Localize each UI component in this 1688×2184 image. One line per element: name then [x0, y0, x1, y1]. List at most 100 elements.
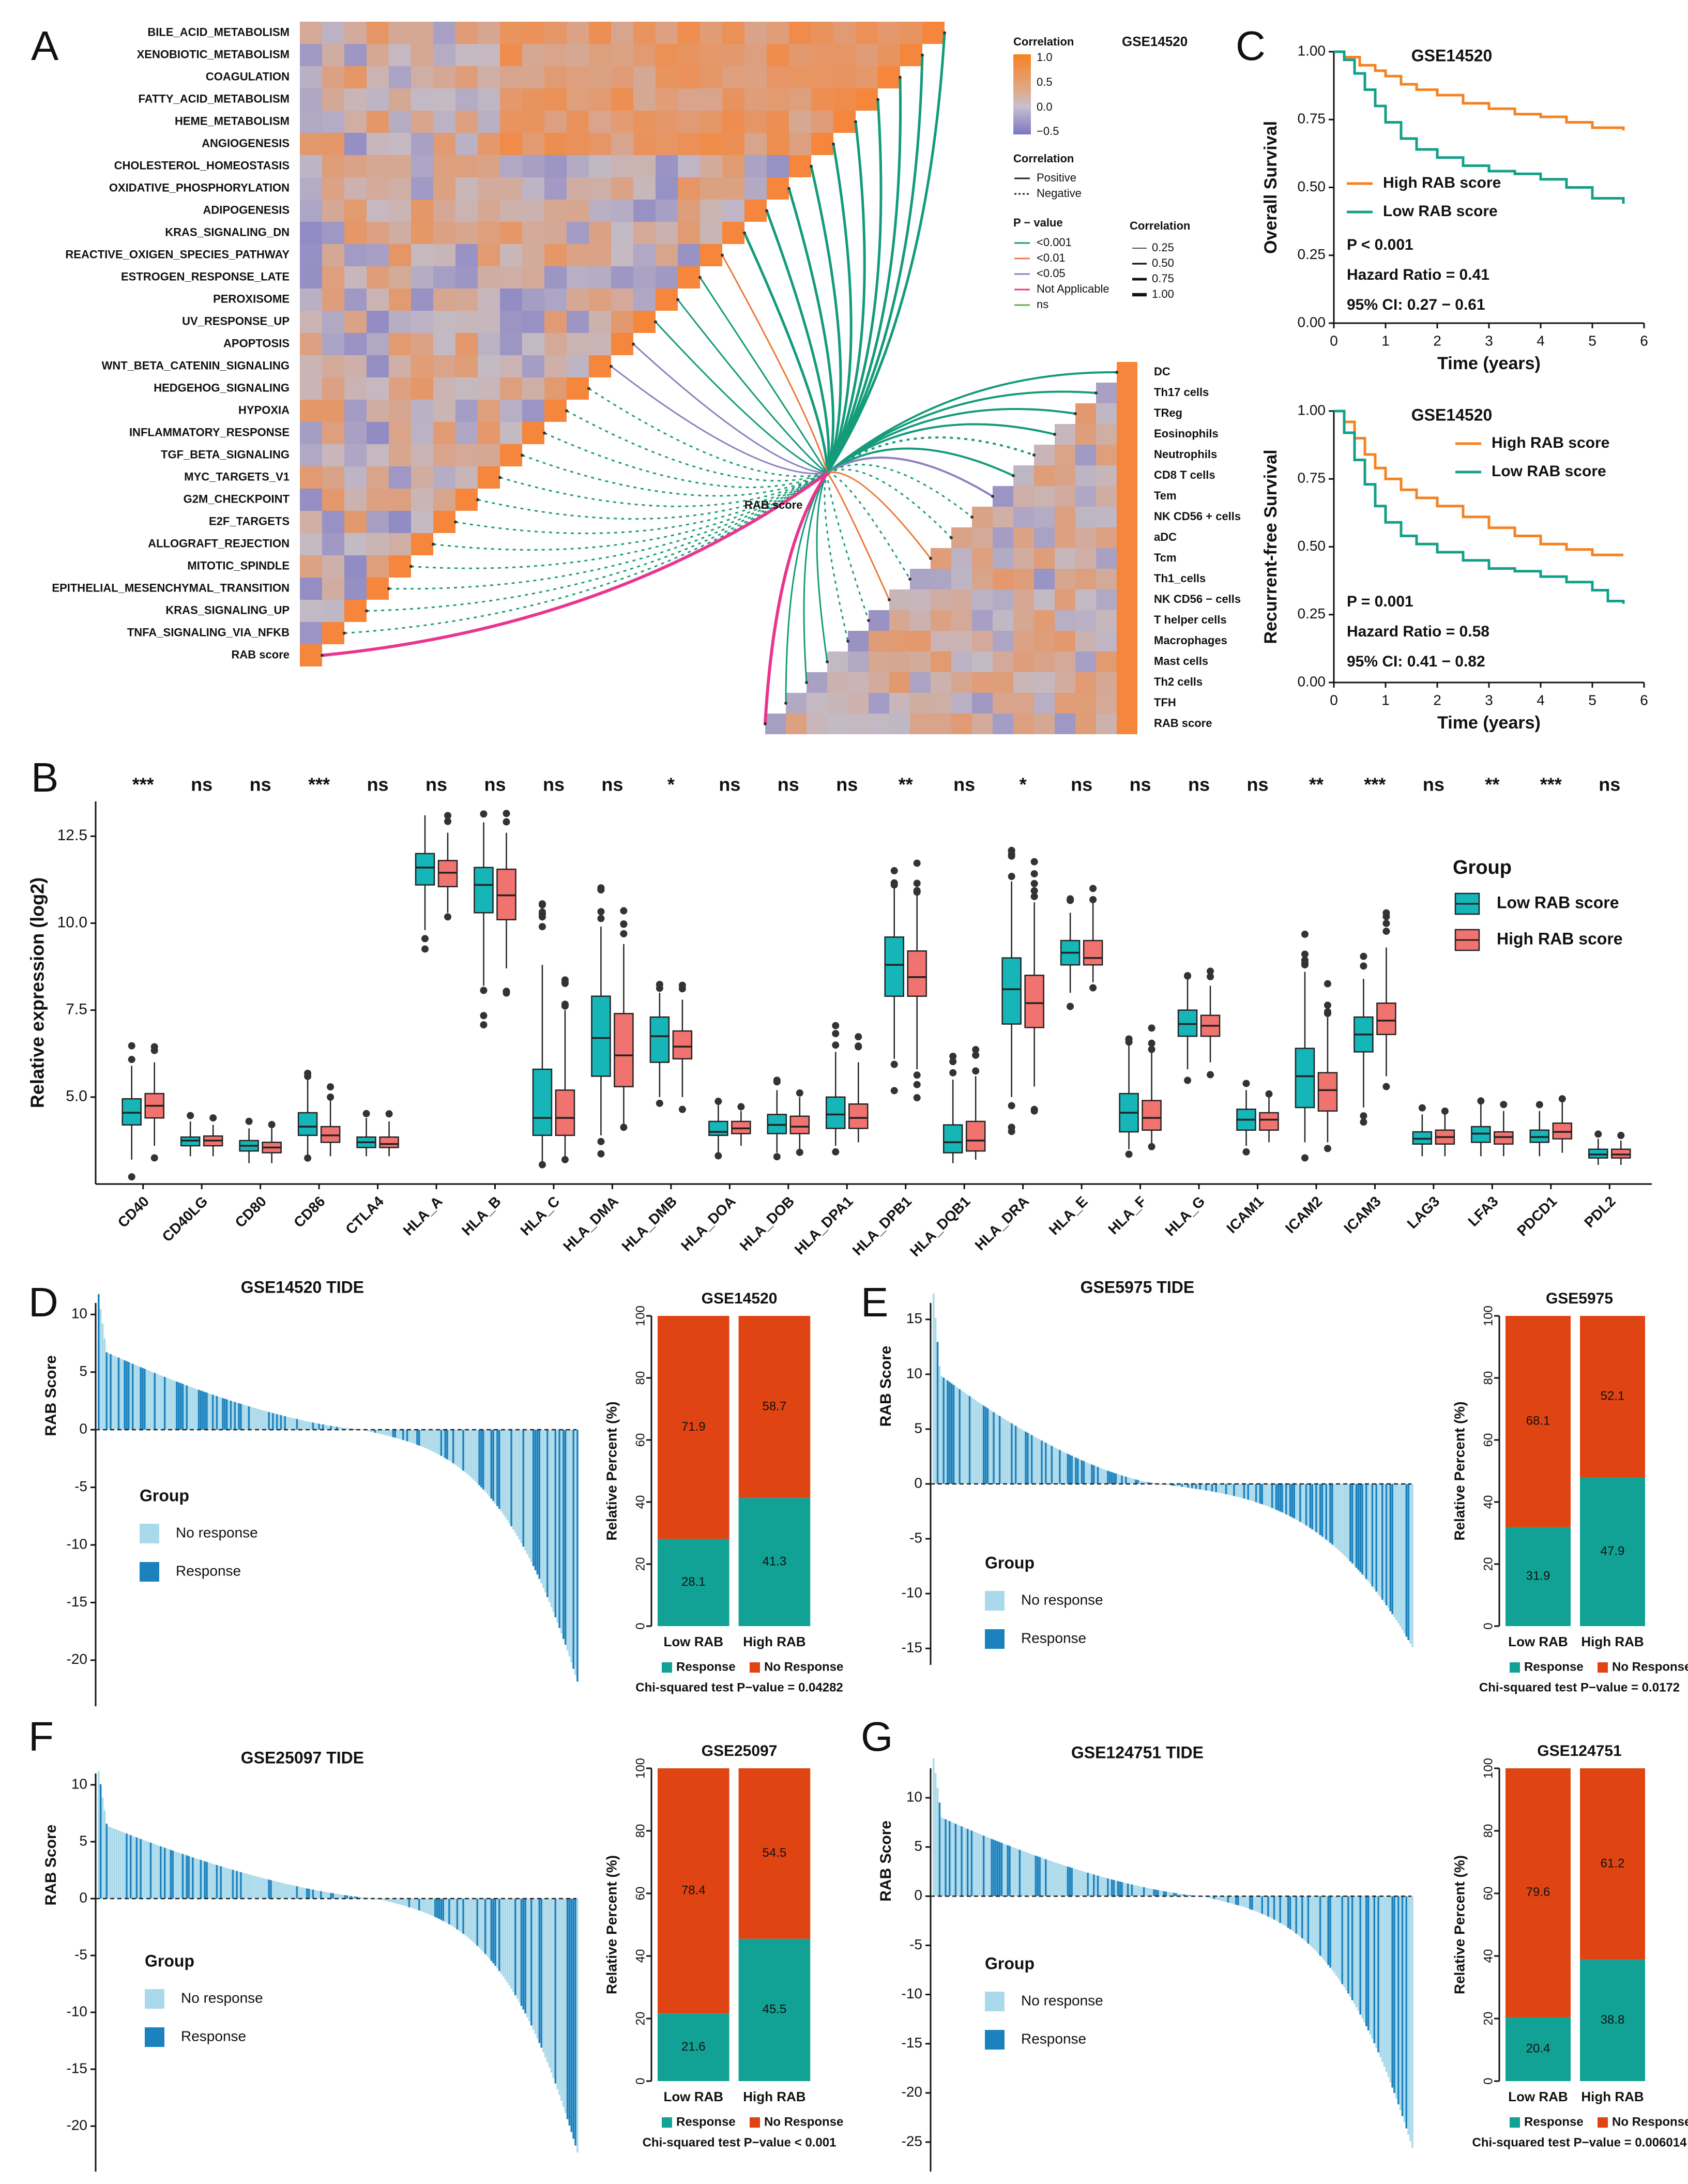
response-bar	[1191, 1484, 1193, 1489]
link-line	[655, 321, 828, 474]
no-response-bar	[466, 1899, 468, 1937]
response-bar	[126, 1361, 128, 1430]
heatmap-cell	[931, 589, 951, 610]
heatmap-cell	[411, 533, 433, 555]
heatmap-cell	[300, 200, 322, 222]
no-response-bar	[408, 1430, 410, 1442]
heatmap-cell	[1117, 362, 1137, 383]
row-label: Mast cells	[1154, 655, 1208, 668]
data-label: 61.2	[1601, 1856, 1625, 1870]
no-response-bar	[280, 1883, 282, 1899]
no-response-bar	[472, 1430, 475, 1480]
no-response-bar	[1361, 1896, 1363, 2019]
box-body	[649, 1016, 670, 1063]
response-bar	[982, 1405, 985, 1484]
legend-swatch	[985, 1992, 1005, 2011]
response-bar	[997, 1841, 999, 1897]
heatmap-cell	[1096, 548, 1117, 569]
heatmap-cell	[848, 651, 869, 672]
no-response-bar	[1077, 1870, 1079, 1897]
row-label: Macrophages	[1154, 634, 1227, 647]
no-response-bar	[310, 1889, 312, 1899]
heatmap-cell	[411, 244, 433, 266]
response-bar	[238, 1403, 240, 1430]
no-response-bar	[151, 1372, 154, 1430]
no-response-bar	[342, 1428, 344, 1430]
km-curve	[1334, 50, 1625, 204]
no-response-bar	[147, 1842, 150, 1899]
outlier-point	[480, 1012, 488, 1020]
legend-entry: Response	[1021, 2030, 1086, 2046]
no-response-bar	[975, 1832, 977, 1897]
no-response-bar	[526, 1899, 528, 2018]
no-response-bar	[1287, 1484, 1289, 1515]
heatmap-cell	[367, 422, 389, 444]
response-bar	[490, 1430, 493, 1499]
response-bar	[1173, 1484, 1175, 1486]
response-bar	[452, 1430, 454, 1464]
no-response-bar	[1333, 1484, 1335, 1546]
heatmap-cell	[1055, 445, 1075, 465]
legend-entry: Positive	[1037, 171, 1076, 184]
response-bar	[1351, 1484, 1354, 1564]
box-body	[555, 1089, 575, 1136]
no-response-bar	[398, 1430, 400, 1439]
significance-label: ns	[250, 774, 271, 795]
heatmap-cell	[478, 266, 500, 289]
heatmap-cell	[389, 489, 411, 511]
significance-label: ns	[1423, 774, 1444, 795]
no-response-bar	[146, 1369, 148, 1430]
heatmap-cell	[433, 133, 455, 155]
no-response-bar	[1151, 1889, 1153, 1897]
x-tick-label: 1	[1381, 692, 1390, 708]
no-response-bar	[422, 1430, 424, 1447]
heatmap-cell	[611, 311, 633, 333]
x-tick-label: HLA_DOA	[678, 1193, 739, 1254]
no-response-bar	[1243, 1896, 1245, 1907]
response-bar	[1163, 1891, 1165, 1897]
y-tick-label: 100	[1481, 1758, 1495, 1779]
heatmap-cell	[922, 22, 945, 44]
outlier-point	[150, 1154, 158, 1162]
link-endpoint	[587, 387, 590, 390]
heatmap-cell	[300, 155, 322, 177]
no-response-bar	[1399, 1484, 1402, 1627]
heatmap-cell	[455, 444, 478, 466]
annotation: 95% CI: 0.41 − 0.82	[1347, 653, 1485, 670]
row-label: WNT_BETA_CATENIN_SIGNALING	[102, 359, 290, 372]
no-response-bar	[1379, 1896, 1381, 2057]
no-response-bar	[390, 1899, 392, 1903]
no-response-bar	[1099, 1876, 1101, 1897]
response-bar	[204, 1861, 206, 1899]
no-response-bar	[1133, 1885, 1135, 1897]
response-bar	[532, 1430, 535, 1566]
response-bar	[336, 1427, 338, 1430]
response-bar	[1319, 1896, 1321, 1956]
no-response-bar	[165, 1377, 168, 1430]
heatmap-cell	[1117, 672, 1137, 693]
heatmap-cell	[455, 155, 478, 177]
response-bar	[1371, 1484, 1374, 1587]
legend-tick: 0.0	[1037, 100, 1053, 113]
heatmap-cell	[611, 155, 633, 177]
no-response-bar	[360, 1897, 362, 1899]
heatmap-cell	[389, 266, 411, 289]
no-response-bar	[1057, 1449, 1059, 1484]
heatmap-cell	[300, 66, 322, 88]
heatmap-cell	[322, 155, 344, 177]
heatmap-cell	[300, 244, 322, 266]
x-tick-label: HLA_F	[1105, 1193, 1149, 1238]
outlier-point	[1382, 928, 1390, 935]
heatmap-cell	[678, 22, 700, 44]
heatmap-cell	[344, 600, 367, 622]
response-bar	[172, 1851, 174, 1899]
outlier-point	[737, 1103, 745, 1111]
heatmap-cell	[1013, 507, 1034, 527]
no-response-bar	[282, 1883, 284, 1899]
heatmap-cell	[567, 333, 589, 355]
no-response-bar	[430, 1899, 432, 1916]
no-response-bar	[1231, 1896, 1233, 1904]
no-response-bar	[179, 1853, 182, 1899]
no-response-bar	[252, 1875, 254, 1899]
response-bar	[1071, 1455, 1073, 1484]
